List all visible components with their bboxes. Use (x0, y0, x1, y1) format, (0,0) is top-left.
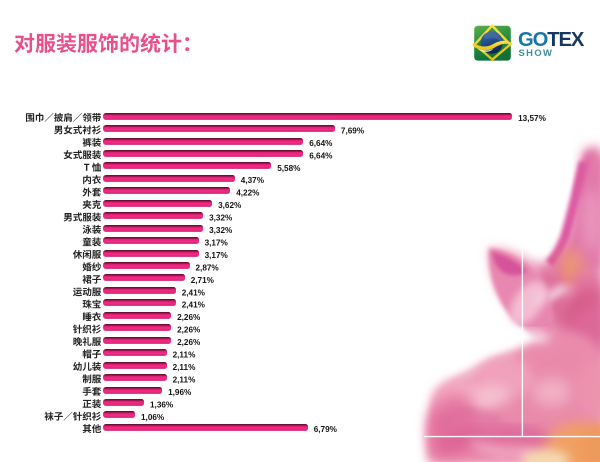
svg-text:2,11%: 2,11% (173, 351, 196, 360)
svg-text:2,41%: 2,41% (182, 288, 206, 297)
svg-text:3,17%: 3,17% (205, 251, 229, 260)
svg-text:2,26%: 2,26% (177, 326, 201, 335)
svg-text:GOTEX: GOTEX (518, 29, 585, 51)
svg-text:2,11%: 2,11% (173, 363, 196, 372)
svg-text:1,36%: 1,36% (150, 400, 174, 409)
svg-text:2,71%: 2,71% (191, 276, 215, 285)
svg-text:6,64%: 6,64% (309, 151, 333, 160)
svg-text:4,37%: 4,37% (241, 176, 265, 185)
svg-text:3,32%: 3,32% (209, 214, 233, 223)
svg-text:13,57%: 13,57% (518, 114, 546, 123)
svg-text:2,26%: 2,26% (177, 313, 201, 322)
svg-text:1,96%: 1,96% (168, 388, 192, 397)
svg-text:2,41%: 2,41% (182, 301, 206, 310)
svg-text:5,58%: 5,58% (277, 164, 301, 173)
svg-text:6,64%: 6,64% (309, 139, 333, 148)
svg-text:6,79%: 6,79% (314, 425, 338, 434)
svg-text:2,87%: 2,87% (196, 263, 220, 272)
svg-text:3,62%: 3,62% (218, 201, 242, 210)
svg-text:4,22%: 4,22% (236, 189, 260, 198)
svg-text:1,06%: 1,06% (141, 413, 165, 422)
svg-text:SHOW: SHOW (519, 47, 554, 58)
svg-text:3,17%: 3,17% (205, 239, 229, 248)
svg-text:2,26%: 2,26% (177, 338, 201, 347)
svg-text:7,69%: 7,69% (341, 126, 365, 135)
svg-text:3,32%: 3,32% (209, 226, 233, 235)
svg-text:2,11%: 2,11% (173, 375, 196, 384)
